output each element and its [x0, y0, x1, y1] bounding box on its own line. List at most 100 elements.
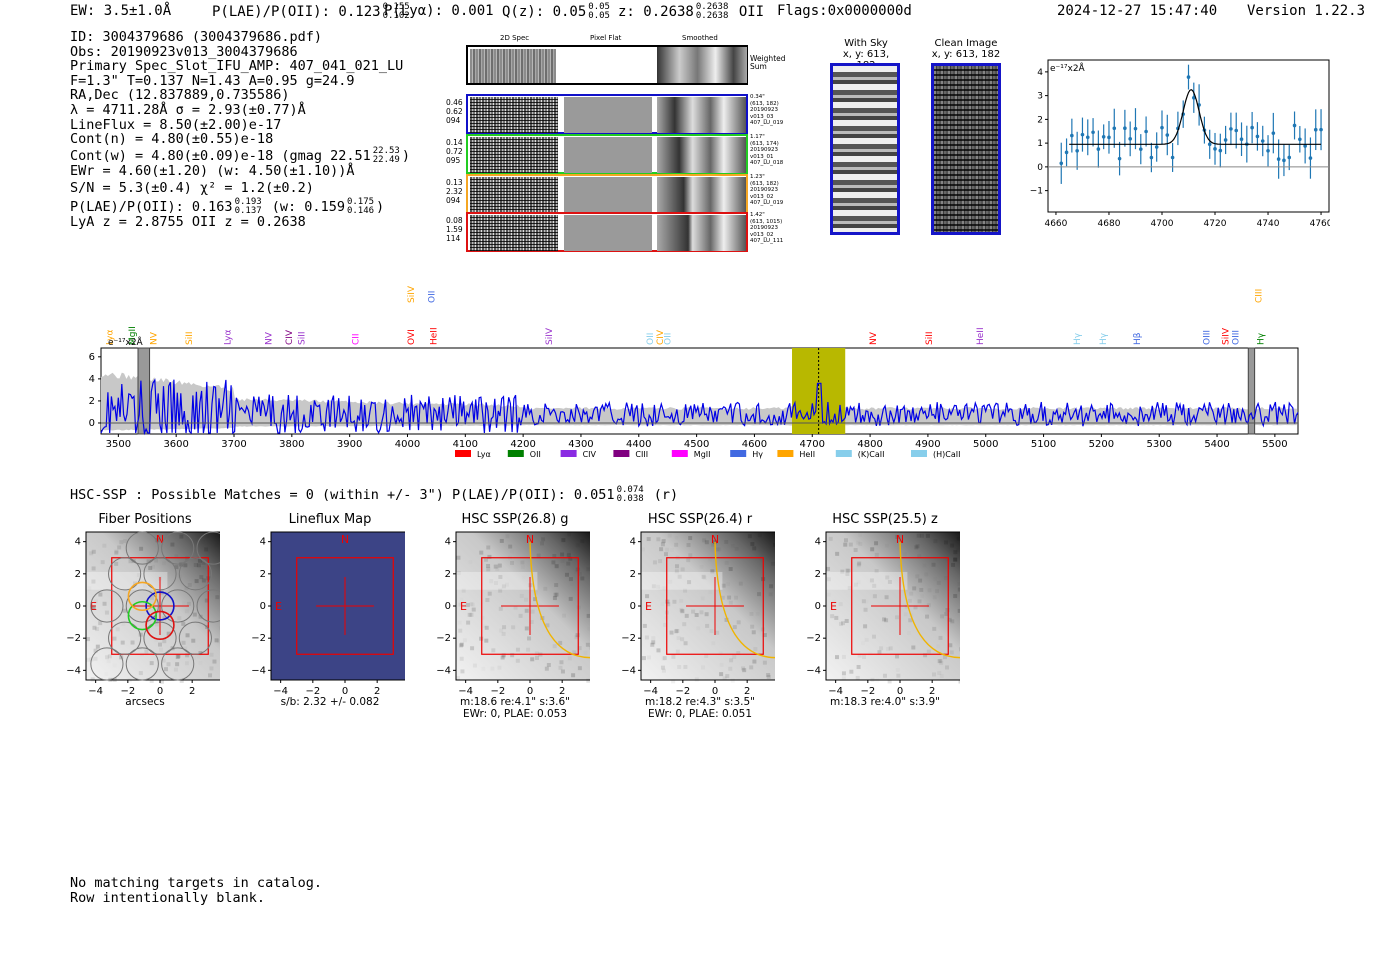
cutout-noise-pixel — [704, 540, 709, 545]
line-fit-point — [1292, 123, 1297, 128]
spectrum-xtick-label: 4000 — [395, 439, 420, 450]
spectrum-legend-label: MgII — [694, 450, 711, 459]
cutout-noise-pixel — [154, 619, 159, 624]
cutout-noise-pixel — [502, 625, 507, 630]
info-contw-lo: 22.49 — [372, 154, 400, 165]
spec2d-row-left-stats: 0.46 0.62 094 — [446, 98, 463, 125]
cutout-noise-pixel — [91, 605, 96, 610]
cutout-noise-pixel — [728, 567, 733, 572]
cutout-noise-pixel — [943, 540, 948, 545]
cutout-ytick-label: 0 — [75, 601, 81, 612]
cutout-noise-pixel — [724, 539, 729, 544]
cutout-noise-pixel — [944, 612, 949, 617]
cutout-noise-pixel — [845, 568, 850, 573]
cutout-noise-pixel — [646, 537, 651, 542]
info-plae2-end: ) — [376, 198, 385, 215]
cutout-noise-pixel — [219, 533, 220, 538]
cutout-caption: m:18.6 re:4.1" s:3.6" EWr: 0, PLAE: 0.053 — [430, 696, 600, 720]
line-fit-point — [1128, 137, 1132, 141]
cutout-noise-pixel — [729, 658, 734, 663]
cutout-noise-pixel — [830, 614, 835, 619]
cutout-noise-pixel — [857, 653, 862, 658]
cutout-noise-pixel — [162, 616, 167, 621]
cutout-noise-pixel — [501, 653, 506, 658]
cutout-noise-pixel — [90, 605, 95, 610]
cutout-image-svg: NE−4−4−2−2002244 — [806, 531, 960, 697]
cutout-noise-pixel — [658, 559, 663, 564]
cutout-noise-pixel — [858, 542, 863, 547]
cutout-noise-pixel — [939, 659, 943, 663]
cutout-noise-pixel — [925, 533, 930, 538]
header-z: z: 0.2638 0.2638 0.2638 OII — [618, 3, 764, 21]
line-fit-point — [1298, 137, 1302, 142]
cutout-noise-pixel — [586, 678, 590, 683]
cutout-xtick-label: −2 — [860, 686, 875, 697]
cutout-noise-pixel — [846, 568, 851, 573]
cutout-noise-pixel — [875, 679, 879, 683]
cutout-ytick-label: −2 — [621, 633, 636, 644]
cutout-noise-pixel — [661, 657, 665, 661]
cutout-noise-pixel — [641, 656, 646, 661]
cutout-noise-pixel — [91, 579, 96, 584]
cutout-noise-pixel — [490, 667, 494, 671]
cutout-noise-pixel — [520, 560, 525, 565]
cutout-noise-pixel — [938, 635, 943, 640]
cutout-noise-pixel — [945, 607, 950, 612]
cutout-east-label: E — [90, 600, 97, 613]
spec2d-row-flat — [564, 177, 652, 213]
spectrum-flux-line — [100, 378, 1299, 436]
line-fit-point — [1319, 127, 1323, 132]
spectrum-legend: Lyα OII CIV CIII MgII Hγ HeII (K)CaII (H)CaII — [455, 450, 960, 459]
cutout-noise-pixel — [558, 665, 563, 670]
spec2d-stat: 1.59 — [446, 225, 463, 234]
spectrum-xtick-label: 3600 — [163, 439, 188, 450]
cutout-noise-pixel — [861, 641, 865, 645]
cutout-noise-pixel — [679, 599, 683, 603]
cutout-noise-pixel — [175, 655, 180, 660]
cutout-noise-pixel — [155, 538, 160, 543]
spectrum-legend-swatch — [671, 450, 688, 457]
cutout-noise-pixel — [461, 588, 466, 593]
spectrum-error-band — [101, 372, 1297, 431]
cutout-noise-pixel — [219, 626, 220, 630]
spectrum-xtick-label: 5100 — [1031, 439, 1056, 450]
cutout-noise-pixel — [198, 661, 202, 665]
header-plae: P(LAE)/P(OII): 0.123 0.155 0.102 — [212, 3, 412, 21]
cutout-noise-pixel — [200, 566, 204, 570]
cutout-noise-pixel — [680, 567, 685, 572]
fiber-circle — [143, 557, 177, 591]
cutout-noise-pixel — [665, 599, 670, 604]
spec2d-row-flat — [564, 97, 652, 133]
cutout-noise-pixel — [683, 664, 688, 669]
cutout-noise-pixel — [151, 565, 155, 569]
cutout-east-label: E — [830, 600, 837, 613]
cutout-noise-pixel — [841, 654, 846, 659]
header-version: Version 1.22.3 — [1247, 3, 1366, 19]
cutout-noise-pixel — [694, 677, 699, 682]
cutout-noise-pixel — [935, 589, 940, 594]
spec2d-stat: 094 — [446, 196, 461, 205]
info-ewr: EWr = 4.60(±1.20) (w: 4.50(±1.10))Å — [70, 162, 355, 179]
cutout-noise-pixel — [872, 583, 877, 588]
cutout-noise-pixel — [568, 556, 573, 561]
cutout-panel: HSC SSP(26.8) gNE−4−4−2−2002244m:18.6 re… — [436, 512, 600, 722]
cutout-noise-pixel — [870, 547, 875, 552]
cutout-noise-pixel — [747, 534, 752, 539]
cutout-noise-pixel — [90, 677, 95, 682]
spectrum-xtick-label: 4600 — [742, 439, 767, 450]
spec2d-info-line: 407_LU_019 — [750, 120, 784, 127]
cutout-noise-pixel — [659, 547, 664, 552]
cutout-noise-pixel — [114, 549, 119, 554]
line-fit-point — [1085, 135, 1090, 140]
cutout-noise-pixel — [552, 596, 557, 601]
cutout-north-label: N — [526, 533, 534, 546]
line-fit-point — [1271, 131, 1276, 135]
info-lineflux: LineFlux = 8.50(±2.00)e-17 — [70, 116, 282, 133]
cutout-noise-pixel — [688, 536, 693, 541]
cutout-ytick-label: −4 — [251, 665, 266, 676]
cutout-xtick-label: −4 — [643, 686, 658, 697]
cutout-noise-pixel — [845, 571, 850, 576]
spec2d-stat: 0.62 — [446, 107, 463, 116]
cutout-noise-pixel — [530, 609, 535, 614]
cutout-noise-pixel — [499, 538, 504, 543]
